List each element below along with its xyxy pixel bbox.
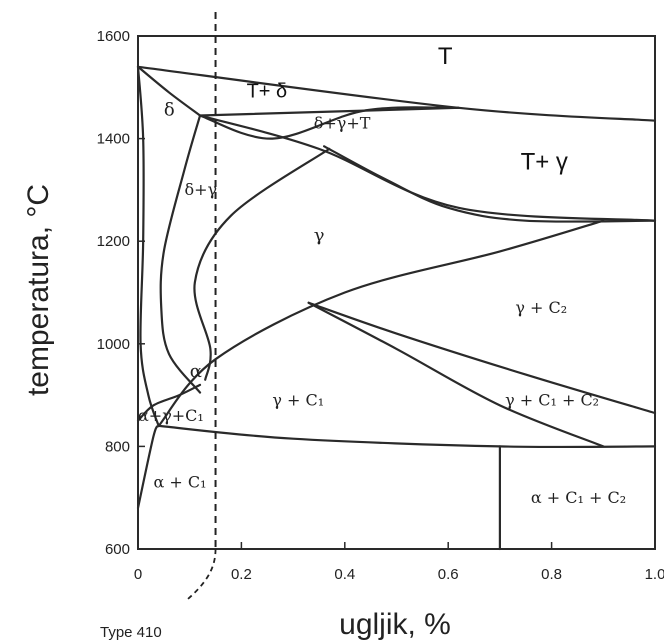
region-label-8: α xyxy=(190,361,202,382)
region-label-5: δ+γ xyxy=(185,180,218,199)
region-label-0: T xyxy=(438,43,453,70)
boundary-eutectoid-left xyxy=(136,424,160,510)
y-tick-label-1: 800 xyxy=(105,438,130,455)
region-label-7: γ + C₂ xyxy=(515,298,567,317)
region-label-11: α+γ+C₁ xyxy=(138,406,204,425)
boundary-gamma-liquid-upper xyxy=(198,114,657,222)
x-axis-ticks: 0 0.2 0.4 0.6 0.8 1.0 xyxy=(134,542,664,583)
region-label-2: δ xyxy=(164,100,175,121)
x-tick-label-1: 0.2 xyxy=(231,566,252,583)
region-label-13: α + C₁ + C₂ xyxy=(531,488,626,507)
boundary-delta-liquid-line xyxy=(136,65,202,117)
boundary-acm-line xyxy=(157,219,605,427)
x-tick-label-5: 1.0 xyxy=(645,566,664,583)
boundary-gamma-loop-right xyxy=(193,147,331,381)
region-label-1: T+ δ xyxy=(247,81,288,103)
y-axis-ticks: 600 800 1000 1200 1400 1600 xyxy=(97,28,145,558)
phase-boundaries xyxy=(136,65,657,551)
x-tick-label-0: 0 xyxy=(134,566,142,583)
x-tick-label-3: 0.6 xyxy=(438,566,459,583)
boundary-alpha-inner xyxy=(136,383,202,422)
boundary-delta-outer xyxy=(136,65,160,427)
y-tick-label-4: 1400 xyxy=(97,131,130,148)
boundary-alpha-solvus xyxy=(157,424,657,449)
boundary-liquidus-lower xyxy=(323,145,657,223)
boundary-c1-c2-upper xyxy=(307,301,657,415)
x-tick-label-4: 0.8 xyxy=(541,566,562,583)
plot-border xyxy=(137,35,656,550)
region-label-6: γ xyxy=(314,225,325,246)
y-tick-label-3: 1200 xyxy=(97,233,130,250)
phase-region-labels: T T+ δ δ δ+γ+T T+ γ δ+γ γ γ + C₂ α γ + C₁ γ + C₁ +… xyxy=(138,43,626,507)
y-tick-label-2: 1000 xyxy=(97,336,130,353)
type-410-leader xyxy=(184,548,217,602)
region-label-12: α + C₁ xyxy=(154,472,207,491)
x-axis-title: ugljik, % xyxy=(339,608,451,641)
y-tick-label-0: 600 xyxy=(105,541,130,558)
x-tick-label-2: 0.4 xyxy=(334,566,355,583)
region-label-9: γ + C₁ xyxy=(272,390,324,409)
boundary-gamma-solidus xyxy=(198,106,460,140)
y-tick-label-5: 1600 xyxy=(97,28,130,45)
region-label-4: T+ γ xyxy=(521,148,568,175)
region-label-10: γ + C₁ + C₂ xyxy=(505,390,599,409)
plot-frame xyxy=(137,35,656,550)
boundary-peritectic-horizontal xyxy=(198,106,460,117)
reference-line xyxy=(184,12,217,602)
reference-line-label: Type 410 xyxy=(100,624,162,641)
boundary-c1-c2-lower xyxy=(307,301,605,448)
region-label-3: δ+γ+T xyxy=(314,113,371,132)
boundary-gamma-delta-loop xyxy=(159,114,202,394)
y-axis-title: temperatura, °C xyxy=(22,184,55,396)
